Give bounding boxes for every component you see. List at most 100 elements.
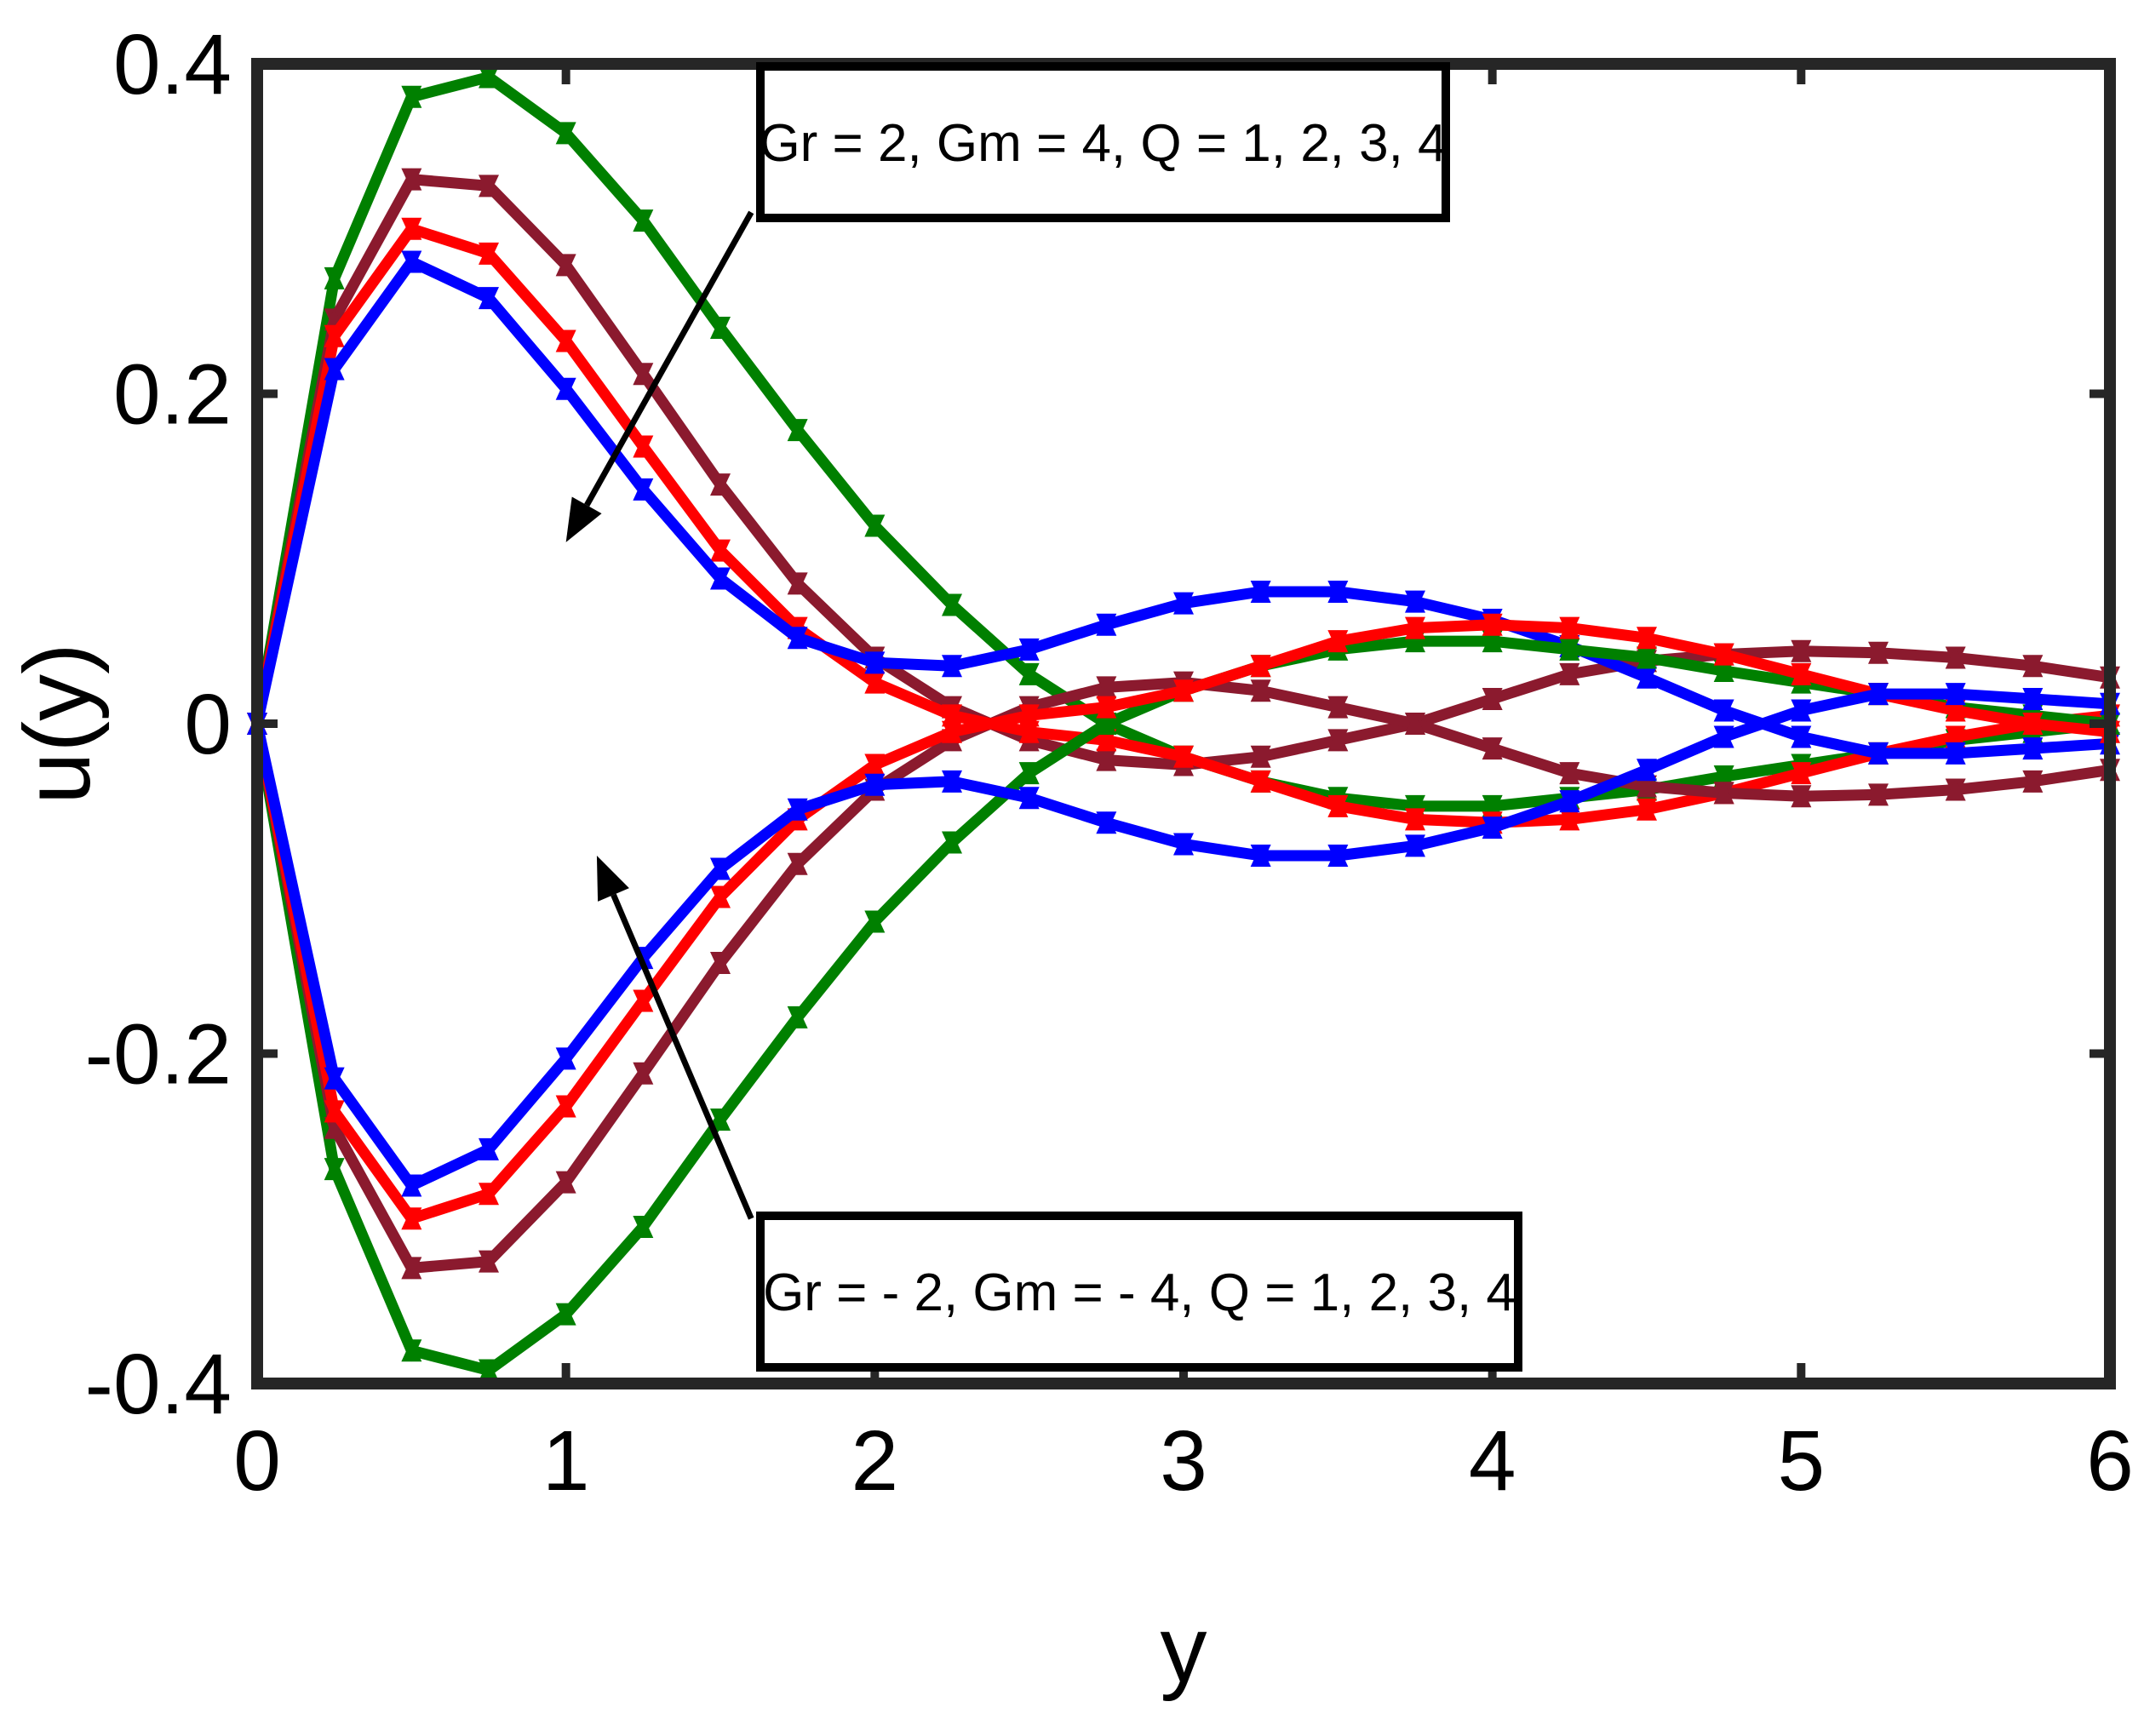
- data-point: [710, 857, 731, 880]
- annotation-text: Gr = - 2, Gm = - 4, Q = 1, 2, 3, 4: [763, 1263, 1516, 1322]
- data-point: [1482, 737, 1503, 760]
- annotation-arrow-shaft: [611, 893, 754, 1220]
- data-point: [1945, 742, 1966, 765]
- data-point: [1713, 782, 1734, 805]
- data-point: [942, 831, 962, 854]
- data-point: [1868, 641, 1889, 664]
- data-point: [1482, 613, 1503, 636]
- data-point: [864, 514, 886, 537]
- data-point: [1096, 613, 1117, 636]
- data-point: [633, 435, 654, 458]
- data-point: [633, 478, 654, 501]
- data-point: [555, 1303, 576, 1326]
- data-point: [710, 885, 731, 908]
- data-point: [1405, 590, 1425, 613]
- data-point: [1713, 725, 1734, 748]
- data-point: [787, 1006, 808, 1028]
- annotation-box: [756, 62, 1450, 222]
- data-point: [1637, 798, 1657, 821]
- data-point: [324, 1158, 345, 1181]
- data-point: [787, 419, 808, 442]
- data-point: [1327, 794, 1349, 817]
- data-point: [1173, 745, 1194, 768]
- data-point: [1405, 834, 1425, 857]
- data-point: [1018, 662, 1040, 685]
- data-point: [401, 85, 422, 108]
- data-point: [1250, 845, 1271, 867]
- data-point: [1945, 778, 1966, 801]
- data-point: [942, 720, 962, 743]
- data-point: [1559, 808, 1580, 831]
- data-point: [1482, 816, 1503, 839]
- x-tick-label: 1: [542, 1413, 590, 1509]
- data-point: [324, 358, 345, 381]
- data-point: [1405, 713, 1425, 735]
- data-point: [401, 1207, 422, 1230]
- data-point: [2022, 687, 2044, 710]
- data-point: [710, 951, 731, 974]
- data-point: [864, 753, 886, 776]
- x-tick-label: 5: [1778, 1413, 1826, 1509]
- data-point: [787, 627, 808, 650]
- annotation-arrow-head: [596, 856, 629, 902]
- data-point: [1405, 808, 1425, 831]
- data-point: [1173, 833, 1194, 856]
- tick-layer: 0 1 2 3 4 5 6 -0.4 -0.2 0 0.2 0.4: [85, 17, 2134, 1509]
- data-point: [479, 287, 499, 310]
- data-point: [1250, 655, 1271, 678]
- x-tick-label: 2: [851, 1413, 899, 1509]
- data-point: [1018, 638, 1040, 661]
- data-point: [1250, 679, 1271, 702]
- data-point: [401, 1174, 422, 1197]
- data-point: [479, 175, 499, 198]
- data-point: [710, 567, 731, 590]
- data-point: [1713, 699, 1734, 722]
- data-point: [1096, 811, 1117, 834]
- x-axis-label: y: [1161, 1597, 1207, 1702]
- data-point: [864, 910, 886, 933]
- data-point: [1250, 745, 1271, 768]
- data-point: [633, 989, 654, 1012]
- data-point: [324, 1100, 345, 1123]
- data-point: [864, 651, 886, 674]
- data-point: [324, 266, 345, 289]
- annotation-text: Gr = 2, Gm = 4, Q = 1, 2, 3, 4: [759, 114, 1447, 173]
- data-point: [1018, 704, 1040, 727]
- data-point: [1173, 592, 1194, 615]
- data-point: [555, 122, 576, 145]
- data-point: [555, 329, 576, 352]
- data-point: [1327, 581, 1349, 603]
- data-point: [555, 1171, 576, 1194]
- data-point: [1482, 687, 1503, 710]
- data-point: [1637, 666, 1657, 689]
- data-point: [1559, 638, 1580, 661]
- data-point: [1945, 683, 1966, 706]
- data-point: [1096, 748, 1117, 771]
- data-point: [1791, 662, 1812, 685]
- data-point: [633, 1215, 654, 1238]
- data-point: [401, 168, 422, 191]
- data-point: [1096, 696, 1117, 719]
- data-point: [555, 377, 576, 400]
- x-tick-label: 3: [1160, 1413, 1207, 1509]
- data-point: [2022, 655, 2044, 678]
- data-point: [479, 1250, 499, 1273]
- data-point: [633, 363, 654, 386]
- data-point: [1559, 616, 1580, 639]
- data-point: [1096, 676, 1117, 699]
- data-point: [1018, 787, 1040, 810]
- data-point: [1637, 759, 1657, 782]
- data-point: [787, 852, 808, 875]
- data-point: [555, 1047, 576, 1070]
- annotation-arrow-shaft: [584, 210, 754, 507]
- data-point: [942, 593, 962, 616]
- data-point: [1791, 762, 1812, 785]
- data-point: [1713, 643, 1734, 666]
- data-point: [1791, 725, 1812, 748]
- annotation-box: [756, 1212, 1522, 1372]
- data-point: [401, 1339, 422, 1362]
- annotation-arrow-head: [565, 496, 602, 542]
- data-point: [2022, 737, 2044, 760]
- data-point: [1637, 646, 1657, 669]
